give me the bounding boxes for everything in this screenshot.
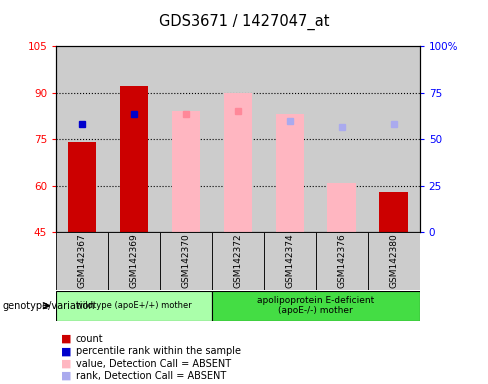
Bar — [380, 192, 408, 232]
Bar — [224, 93, 252, 232]
Text: ■: ■ — [61, 334, 72, 344]
Bar — [160, 46, 212, 232]
Text: GSM142374: GSM142374 — [285, 234, 294, 288]
Text: GSM142376: GSM142376 — [337, 234, 346, 288]
Bar — [108, 46, 160, 232]
Bar — [160, 232, 212, 290]
Text: GSM142380: GSM142380 — [389, 234, 398, 288]
Text: apolipoprotein E-deficient
(apoE-/-) mother: apolipoprotein E-deficient (apoE-/-) mot… — [257, 296, 374, 315]
Text: GSM142370: GSM142370 — [182, 234, 190, 288]
Text: GSM142369: GSM142369 — [129, 234, 139, 288]
Bar — [327, 183, 356, 232]
Bar — [316, 46, 368, 232]
Text: GSM142372: GSM142372 — [233, 234, 243, 288]
Text: GSM142367: GSM142367 — [78, 234, 86, 288]
Bar — [108, 232, 160, 290]
Text: rank, Detection Call = ABSENT: rank, Detection Call = ABSENT — [76, 371, 226, 381]
Text: GDS3671 / 1427047_at: GDS3671 / 1427047_at — [159, 13, 329, 30]
Text: genotype/variation: genotype/variation — [2, 301, 95, 311]
Bar — [56, 291, 212, 321]
Bar — [368, 46, 420, 232]
Bar — [264, 232, 316, 290]
Bar — [212, 232, 264, 290]
Bar — [212, 291, 420, 321]
Text: wildtype (apoE+/+) mother: wildtype (apoE+/+) mother — [76, 301, 192, 310]
Text: percentile rank within the sample: percentile rank within the sample — [76, 346, 241, 356]
Bar — [264, 46, 316, 232]
Text: ■: ■ — [61, 371, 72, 381]
Bar — [56, 232, 108, 290]
Bar — [68, 142, 96, 232]
Text: value, Detection Call = ABSENT: value, Detection Call = ABSENT — [76, 359, 231, 369]
Bar — [316, 232, 368, 290]
Bar — [120, 86, 148, 232]
Text: ■: ■ — [61, 346, 72, 356]
Bar — [212, 46, 264, 232]
Text: count: count — [76, 334, 103, 344]
Text: ■: ■ — [61, 359, 72, 369]
Bar — [276, 114, 304, 232]
Bar — [56, 46, 108, 232]
Bar — [368, 232, 420, 290]
Bar — [172, 111, 200, 232]
